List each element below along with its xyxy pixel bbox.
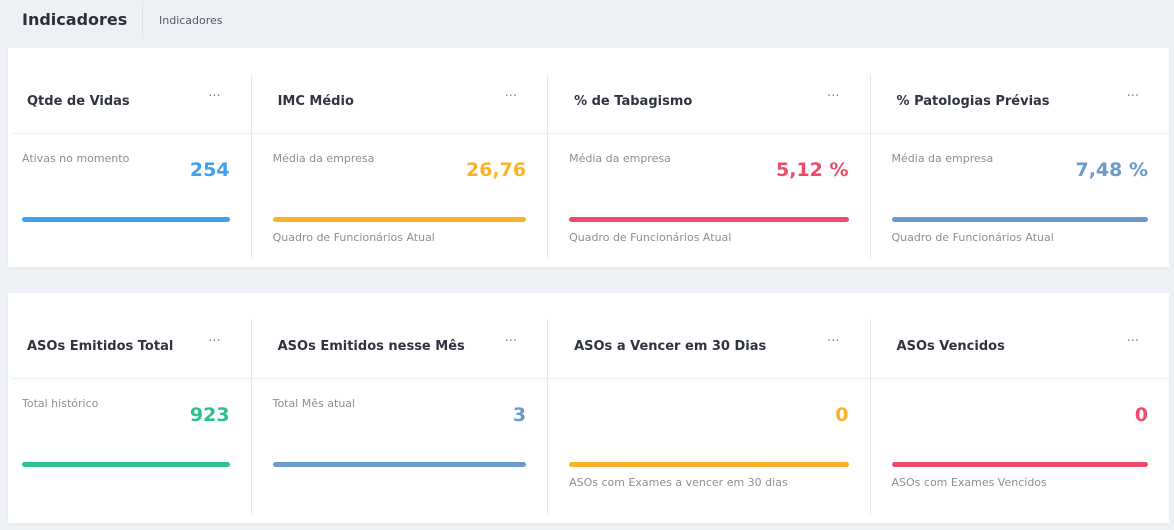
card-header: ASOs Vencidos ···: [870, 319, 1169, 379]
progress-bar: [569, 462, 849, 467]
card-title: % Patologias Prévias: [896, 94, 1050, 109]
progress-bar: [272, 217, 527, 222]
indicators-panel-asos: ASOs Emitidos Total ··· Total histórico …: [8, 293, 1169, 523]
card-title: % de Tabagismo: [574, 94, 693, 109]
more-options-icon[interactable]: ···: [504, 89, 518, 104]
card-header: ASOs Emitidos Total ···: [12, 319, 251, 379]
card-footer: Quadro de Funcionários Atual: [569, 231, 732, 244]
card-subtitle: Média da empresa: [891, 152, 994, 165]
card-value: 923: [189, 404, 230, 426]
card-value: 254: [189, 159, 230, 181]
progress-bar: [22, 217, 230, 222]
card-header: IMC Médio ···: [251, 74, 548, 134]
card-footer: ASOs com Exames Vencidos: [891, 476, 1047, 489]
breadcrumb[interactable]: Indicadores: [159, 13, 223, 27]
card-value: 7,48 %: [1075, 159, 1148, 181]
card-footer: Quadro de Funcionários Atual: [272, 231, 435, 244]
top-bar: Indicadores Indicadores: [0, 0, 1174, 40]
indicators-panel-health: Qtde de Vidas ··· Ativas no momento 254 …: [8, 48, 1169, 267]
progress-bar: [891, 462, 1148, 467]
more-options-icon[interactable]: ···: [827, 334, 840, 349]
card-value: 0: [1134, 404, 1148, 426]
progress-bar: [22, 462, 230, 467]
more-options-icon[interactable]: ···: [504, 334, 518, 349]
card-header: % Patologias Prévias ···: [870, 74, 1169, 134]
indicator-card: IMC Médio ··· Média da empresa 26,76 Qua…: [251, 74, 549, 259]
indicator-card: ASOs Emitidos Total ··· Total histórico …: [12, 319, 252, 515]
card-header: % de Tabagismo ···: [548, 74, 870, 134]
card-footer: ASOs com Exames a vencer em 30 dias: [569, 476, 788, 489]
card-header: ASOs a Vencer em 30 Dias ···: [548, 319, 870, 379]
card-value: 26,76: [465, 159, 527, 181]
card-header: ASOs Emitidos nesse Mês ···: [251, 319, 548, 379]
page-title: Indicadores: [0, 2, 143, 38]
indicator-card: ASOs Vencidos ··· 0 ASOs com Exames Venc…: [870, 319, 1169, 515]
card-title: ASOs Emitidos nesse Mês: [277, 339, 465, 354]
card-value: 5,12 %: [775, 159, 849, 181]
progress-bar: [891, 217, 1148, 222]
card-title: IMC Médio: [277, 94, 354, 109]
indicator-card: Qtde de Vidas ··· Ativas no momento 254: [12, 74, 252, 259]
card-subtitle: Total histórico: [22, 397, 99, 410]
more-options-icon[interactable]: ···: [208, 89, 221, 104]
progress-bar: [272, 462, 527, 467]
indicator-card: % Patologias Prévias ··· Média da empres…: [870, 74, 1169, 259]
more-options-icon[interactable]: ···: [1126, 334, 1139, 349]
more-options-icon[interactable]: ···: [208, 334, 221, 349]
progress-bar: [569, 217, 849, 222]
card-value: 3: [512, 404, 527, 426]
card-value: 0: [835, 404, 849, 426]
more-options-icon[interactable]: ···: [1126, 89, 1139, 104]
card-subtitle: Média da empresa: [569, 152, 671, 165]
card-header: Qtde de Vidas ···: [12, 74, 251, 134]
card-title: ASOs Emitidos Total: [27, 339, 174, 354]
card-subtitle: Média da empresa: [272, 152, 375, 165]
more-options-icon[interactable]: ···: [827, 89, 840, 104]
card-subtitle: Ativas no momento: [22, 152, 130, 165]
card-title: Qtde de Vidas: [27, 94, 130, 109]
card-footer: Quadro de Funcionários Atual: [891, 231, 1054, 244]
indicator-card: ASOs Emitidos nesse Mês ··· Total Mês at…: [251, 319, 549, 515]
card-subtitle: Total Mês atual: [272, 397, 356, 410]
indicator-card: ASOs a Vencer em 30 Dias ··· 0 ASOs com …: [548, 319, 871, 515]
card-title: ASOs Vencidos: [896, 339, 1005, 354]
card-title: ASOs a Vencer em 30 Dias: [574, 339, 767, 354]
indicator-card: % de Tabagismo ··· Média da empresa 5,12…: [548, 74, 871, 259]
